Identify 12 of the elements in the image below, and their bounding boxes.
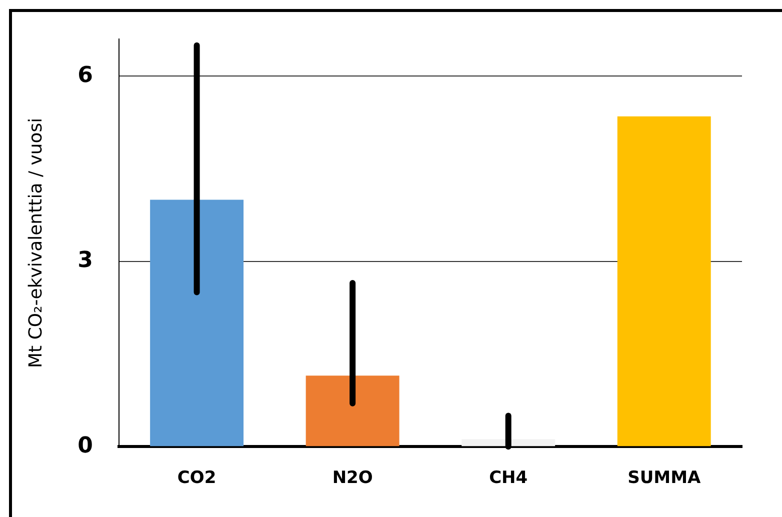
x-tick-label: CO2 <box>177 468 216 488</box>
y-tick-label: 0 <box>78 433 93 458</box>
x-tick-label: SUMMA <box>628 468 702 488</box>
y-tick-label: 3 <box>78 248 93 274</box>
y-tick-label: 6 <box>78 62 93 88</box>
x-tick-label: CH4 <box>489 468 528 488</box>
bar <box>617 116 711 446</box>
bar <box>306 376 400 446</box>
bar <box>150 200 244 446</box>
y-axis-title: Mt CO₂-ekvivalenttia / vuosi <box>25 118 46 368</box>
x-tick-label: N2O <box>332 468 373 488</box>
bar <box>462 439 556 446</box>
